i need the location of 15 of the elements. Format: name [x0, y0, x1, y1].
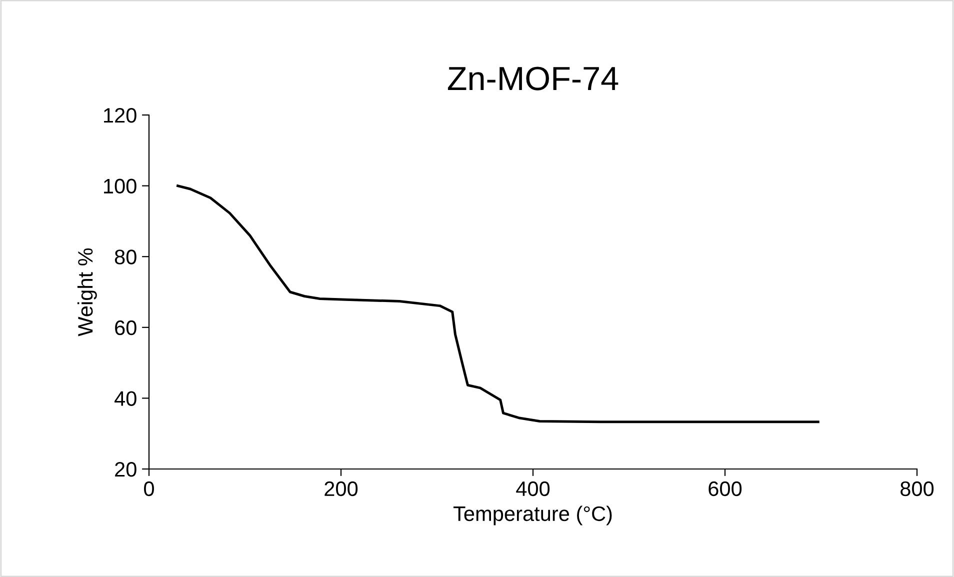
y-tick-label: 100 — [104, 178, 136, 194]
x-tick-label: 800 — [900, 481, 934, 496]
x-tick-label: 200 — [324, 481, 358, 496]
x-tick-label: 0 — [144, 481, 154, 496]
chart-title: Zn-MOF-74 — [448, 66, 618, 90]
x-tick-label: 600 — [708, 481, 742, 496]
y-tick-label: 120 — [104, 108, 136, 123]
y-axis-title: Weight % — [77, 248, 97, 336]
y-tick-label: 40 — [114, 391, 136, 406]
line-series — [176, 184, 820, 424]
y-tick-label: 20 — [115, 462, 136, 477]
y-tick-label: 60 — [115, 320, 136, 336]
x-tick-label: 400 — [516, 481, 550, 496]
x-axis-title: Temperature (°C) — [453, 506, 612, 526]
y-tick-label: 80 — [114, 250, 136, 264]
